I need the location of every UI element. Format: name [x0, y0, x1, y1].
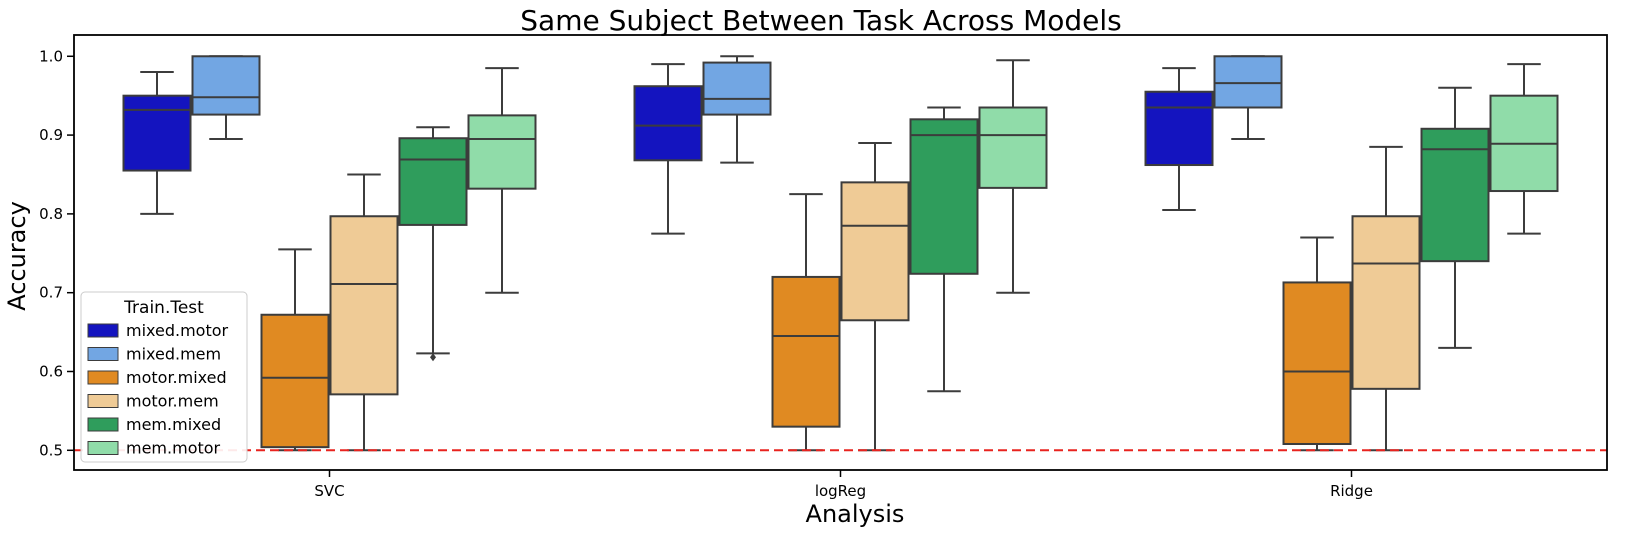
box-mem-motor-ridge [1489, 63, 1559, 235]
legend-label: motor.mem [126, 392, 219, 411]
iqr-box [978, 106, 1048, 189]
x-tick-label: SVC [314, 482, 344, 500]
legend-swatch [87, 347, 119, 361]
y-axis-ticks: 0.5 0.6 0.7 0.8 0.9 1.0 [39, 47, 74, 459]
iqr-box [840, 181, 910, 322]
iqr-box [260, 313, 330, 449]
y-tick-label: 0.7 [39, 284, 63, 302]
iqr-box [467, 114, 537, 190]
box-mem-motor-svc [467, 67, 537, 294]
box-motor-mem-svc [329, 173, 399, 452]
legend-swatch [87, 441, 119, 455]
box-motor-mixed-svc [260, 248, 330, 452]
chart-title: Same Subject Between Task Across Models [520, 4, 1121, 37]
box-mixed-mem-logreg [702, 55, 772, 164]
iqr-box [329, 215, 399, 396]
box-groups [122, 55, 1559, 452]
iqr-box [122, 94, 192, 172]
y-tick-label: 1.0 [39, 47, 63, 65]
x-axis-ticks: SVC logReg Ridge [314, 470, 1373, 500]
plot-area-frame [73, 34, 1608, 471]
box-motor-mem-ridge [1351, 145, 1421, 452]
iqr-box [771, 275, 841, 428]
box-mem-mixed-svc [398, 126, 468, 362]
box-mem-mixed-ridge [1420, 86, 1490, 349]
iqr-box [1420, 127, 1490, 263]
box-mem-mixed-logreg [909, 106, 979, 393]
iqr-box [909, 118, 979, 275]
x-axis-label: Analysis [806, 500, 905, 528]
box-mixed-motor-ridge [1144, 67, 1214, 211]
iqr-box [1144, 90, 1214, 167]
x-tick-label: Ridge [1330, 482, 1373, 500]
iqr-box [398, 137, 468, 226]
legend-label: mem.motor [126, 439, 221, 458]
legend-label: motor.mixed [126, 368, 227, 387]
y-tick-label: 0.9 [39, 126, 63, 144]
outlier-point [430, 353, 436, 362]
box-mixed-motor-svc [122, 71, 192, 215]
iqr-box [633, 85, 703, 162]
box-mem-motor-logreg [978, 59, 1048, 294]
legend-label: mixed.motor [126, 321, 229, 340]
y-tick-label: 0.5 [39, 441, 63, 459]
legend-label: mem.mixed [126, 415, 221, 434]
box-mixed-mem-svc [191, 55, 261, 141]
legend-title: Train.Test [123, 298, 204, 318]
y-tick-label: 0.8 [39, 205, 63, 223]
legend-swatch [87, 417, 119, 432]
box-motor-mixed-ridge [1282, 236, 1352, 452]
iqr-box [702, 61, 772, 116]
x-tick-label: logReg [815, 482, 866, 500]
legend: Train.Test mixed.motor mixed.mem motor.mix… [80, 291, 248, 463]
legend-swatch [87, 394, 119, 408]
legend-label: mixed.mem [126, 345, 221, 364]
iqr-box [1213, 55, 1283, 109]
y-tick-label: 0.6 [39, 362, 63, 380]
box-motor-mem-logreg [840, 141, 910, 452]
iqr-box [1351, 215, 1421, 390]
box-motor-mixed-logreg [771, 193, 841, 452]
box-mixed-motor-logreg [633, 63, 703, 235]
box-mixed-mem-ridge [1213, 55, 1283, 141]
legend-swatch [87, 370, 119, 385]
legend-frame [80, 291, 248, 463]
iqr-box [1282, 281, 1352, 445]
legend-swatch [87, 323, 119, 338]
iqr-box [191, 55, 261, 116]
y-axis-label: Accuracy [3, 201, 31, 311]
